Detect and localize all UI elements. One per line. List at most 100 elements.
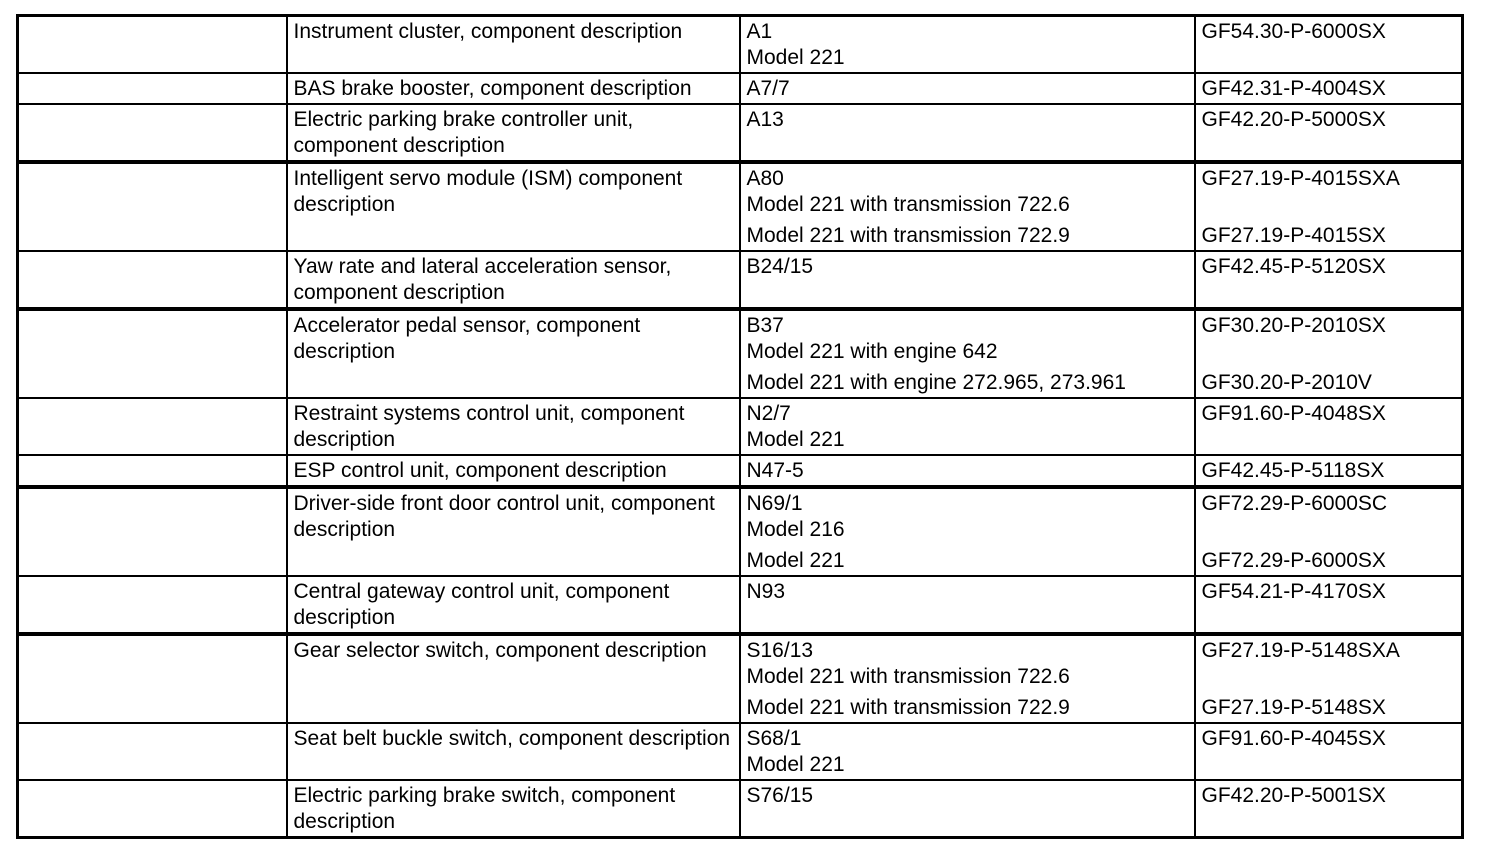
designation-line: A13 [746, 108, 784, 131]
code-line [1202, 192, 1456, 218]
code-line: GF72.29-P-6000SC [1201, 492, 1388, 515]
table-row: Central gateway control unit, component … [16, 575, 1464, 635]
designation-line: N47-5 [746, 459, 804, 482]
paragraph: A7/7 [747, 76, 1188, 102]
designation-line: S76/15 [746, 784, 814, 807]
designation-line: N93 [746, 580, 786, 603]
paragraph: Model 221 with engine 272.965, 273.961 [747, 370, 1188, 396]
designation-cell: A13 [738, 103, 1196, 163]
designation-line: Model 221 with transmission 722.6 [746, 193, 1070, 216]
designation-cell: A1 Model 221 [738, 14, 1196, 74]
code-cell: GF42.31-P-4004SX [1193, 72, 1464, 105]
designation-line: Model 221 with transmission 722.9 [746, 696, 1070, 719]
designation-cell: N2/7 Model 221 [738, 397, 1196, 456]
table-row: Yaw rate and lateral acceleration sensor… [16, 250, 1464, 310]
empty-cell [16, 779, 288, 839]
description-text: ESP control unit, component description [293, 459, 667, 482]
designation-line: Model 221 with engine 272.965, 273.961 [746, 371, 1126, 394]
empty-cell [16, 14, 288, 74]
empty-cell [16, 632, 288, 724]
designation-line: A7/7 [746, 77, 790, 100]
paragraph: GF27.19-P-4015SXA [1202, 166, 1456, 218]
description-cell: Accelerator pedal sensor, component desc… [285, 307, 741, 399]
empty-cell [16, 575, 288, 635]
description-cell: Driver-side front door control unit, com… [285, 485, 741, 577]
code-line [1202, 517, 1456, 543]
table-row: BAS brake booster, component description… [16, 72, 1464, 105]
paragraph: N47-5 [747, 458, 1188, 484]
empty-cell [16, 722, 288, 781]
table-row: Instrument cluster, component descriptio… [16, 14, 1464, 74]
component-table: Instrument cluster, component descriptio… [16, 14, 1464, 839]
paragraph: GF54.21-P-4170SX [1202, 579, 1456, 605]
designation-cell: B37 Model 221 with engine 642 Model 221 wi… [738, 307, 1196, 399]
empty-cell [16, 307, 288, 399]
code-line [1202, 664, 1456, 690]
designation-line: Model 221 [746, 549, 845, 572]
description-text: Driver-side front door control unit, com… [293, 492, 715, 541]
code-cell: GF72.29-P-6000SC GF72.29-P-6000SX [1193, 485, 1464, 577]
description-cell: BAS brake booster, component description [285, 72, 741, 105]
designation-line: Model 216 [746, 518, 845, 541]
description-text: BAS brake booster, component description [293, 77, 692, 100]
code-line: GF42.45-P-5118SX [1201, 459, 1385, 482]
table-row: Accelerator pedal sensor, component desc… [16, 307, 1464, 399]
code-line: GF91.60-P-4045SX [1201, 727, 1386, 750]
paragraph: GF30.20-P-2010SX [1202, 313, 1456, 365]
description-cell: Electric parking brake switch, component… [285, 779, 741, 839]
description-text: Gear selector switch, component descript… [293, 639, 707, 662]
description-text: Yaw rate and lateral acceleration sensor… [293, 255, 672, 304]
code-cell: GF54.21-P-4170SX [1193, 575, 1464, 635]
table-row: Restraint systems control unit, componen… [16, 397, 1464, 456]
code-line [1202, 339, 1456, 365]
designation-line: S16/13 [746, 639, 814, 662]
code-line: GF27.19-P-4015SXA [1201, 167, 1400, 190]
description-text: Central gateway control unit, component … [293, 580, 670, 629]
empty-cell [16, 250, 288, 310]
code-cell: GF54.30-P-6000SX [1193, 14, 1464, 74]
paragraph: GF42.20-P-5001SX [1202, 783, 1456, 809]
designation-line: N69/1 [746, 492, 803, 515]
paragraph: Model 221 with transmission 722.9 [747, 223, 1188, 249]
designation-cell: B24/15 [738, 250, 1196, 310]
paragraph: A1 Model 221 [747, 19, 1188, 71]
empty-cell [16, 72, 288, 105]
paragraph: GF30.20-P-2010V [1202, 370, 1456, 396]
paragraph: GF27.19-P-5148SX [1202, 695, 1456, 721]
designation-cell: N69/1 Model 216 Model 221 [738, 485, 1196, 577]
paragraph: N69/1 Model 216 [747, 491, 1188, 543]
designation-line: N2/7 [746, 402, 791, 425]
description-cell: Instrument cluster, component descriptio… [285, 14, 741, 74]
paragraph: S16/13 Model 221 with transmission 722.6 [747, 638, 1188, 690]
paragraph: GF42.20-P-5000SX [1202, 107, 1456, 133]
description-cell: Intelligent servo module (ISM) component… [285, 160, 741, 252]
paragraph: GF54.30-P-6000SX [1202, 19, 1456, 45]
paragraph: GF27.19-P-4015SX [1202, 223, 1456, 249]
paragraph: GF42.31-P-4004SX [1202, 76, 1456, 102]
code-line: GF54.30-P-6000SX [1201, 20, 1386, 43]
designation-line: Model 221 [746, 753, 845, 776]
code-cell: GF27.19-P-4015SXA GF27.19-P-4015SX [1193, 160, 1464, 252]
code-line: GF27.19-P-4015SX [1201, 224, 1386, 247]
paragraph: GF91.60-P-4048SX [1202, 401, 1456, 427]
code-cell: GF42.20-P-5001SX [1193, 779, 1464, 839]
designation-cell: A80 Model 221 with transmission 722.6 Mode… [738, 160, 1196, 252]
description-text: Electric parking brake controller unit, … [293, 108, 634, 157]
designation-line: Model 221 [746, 46, 845, 69]
description-text: Accelerator pedal sensor, component desc… [293, 314, 641, 363]
code-line: GF72.29-P-6000SX [1201, 549, 1386, 572]
description-cell: Gear selector switch, component descript… [285, 632, 741, 724]
table-row: Gear selector switch, component descript… [16, 632, 1464, 724]
code-cell: GF91.60-P-4048SX [1193, 397, 1464, 456]
code-line: GF30.20-P-2010V [1201, 371, 1372, 394]
paragraph: GF42.45-P-5118SX [1202, 458, 1456, 484]
paragraph: GF27.19-P-5148SXA [1202, 638, 1456, 690]
designation-cell: A7/7 [738, 72, 1196, 105]
table-body: Instrument cluster, component descriptio… [16, 14, 1464, 839]
designation-line: Model 221 with transmission 722.9 [746, 224, 1070, 247]
designation-cell: S16/13 Model 221 with transmission 722.6 M… [738, 632, 1196, 724]
code-cell: GF42.20-P-5000SX [1193, 103, 1464, 163]
paragraph: GF91.60-P-4045SX [1202, 726, 1456, 752]
designation-line: Model 221 with engine 642 [746, 340, 998, 363]
